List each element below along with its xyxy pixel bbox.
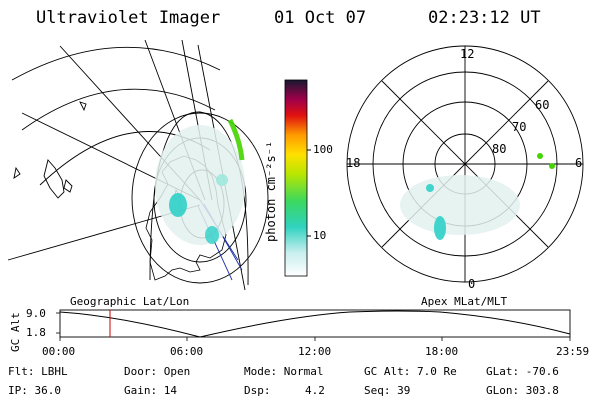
map-lat-arc (21, 88, 216, 131)
coastline (63, 179, 73, 193)
time-label-0000: 00:00 (42, 345, 76, 358)
colorbar-tick-label: 100 (313, 143, 333, 156)
time-label-0600: 06:00 (170, 345, 204, 358)
sequence-info: Seq: 39 (364, 384, 411, 397)
mode-info: Mode: Normal (244, 365, 324, 378)
time-label-1200: 12:00 (298, 345, 332, 358)
coastline (79, 101, 87, 112)
filter-info: Flt: LBHL (8, 365, 68, 378)
map-lat-arc (11, 46, 221, 81)
mlt-label-18: 18 (346, 156, 361, 170)
time-label-2359: 23:59 (556, 345, 590, 358)
observation-time: 02:23:12 UT (428, 8, 541, 28)
polar-aurora-spot (549, 163, 555, 169)
polar-aurora-spot (537, 153, 543, 159)
altitude-strip-frame (59, 309, 571, 338)
lat-label-60: 60 (535, 98, 550, 112)
mlt-label-6: 6 (575, 156, 583, 170)
colorbar-gradient (284, 79, 308, 277)
gain-info: Gain: 14 (124, 384, 177, 397)
mlt-label-12: 12 (460, 47, 475, 61)
dsp-value: 4.2 (305, 384, 325, 397)
aurora-patch (169, 193, 187, 217)
instrument-title: Ultraviolet Imager (36, 8, 221, 28)
apex-label: Apex MLat/MLT (421, 295, 508, 308)
lat-label-70: 70 (512, 120, 527, 134)
aurora-patch (205, 226, 219, 244)
map-limb (149, 111, 249, 286)
dsp-label: Dsp: (244, 384, 271, 397)
aurora-arc (227, 118, 245, 161)
polar-aurora-patch (434, 216, 446, 240)
gcalt-info: GC Alt: 7.0 Re (364, 365, 457, 378)
mlt-label-0: 0 (468, 277, 476, 291)
glat-info: GLat: -70.6 (486, 365, 559, 378)
coastline (13, 166, 21, 179)
gcalt-tick-label: 9.0 (26, 307, 46, 320)
aurora-patch (216, 174, 228, 186)
time-label-1800: 18:00 (425, 345, 459, 358)
coastline (43, 159, 65, 199)
lat-label-80: 80 (492, 142, 507, 156)
map-ring-outer (131, 112, 269, 284)
polar-aurora-patch (426, 184, 434, 192)
door-info: Door: Open (124, 365, 191, 378)
geographic-label: Geographic Lat/Lon (70, 295, 190, 308)
colorbar-tick-label: 10 (313, 229, 327, 242)
altitude-curve (59, 310, 571, 338)
glon-info: GLon: 303.8 (486, 384, 559, 397)
gcalt-tick-label: 1.8 (26, 326, 46, 339)
ip-info: IP: 36.0 (8, 384, 61, 397)
observation-date: 01 Oct 07 (274, 8, 367, 28)
